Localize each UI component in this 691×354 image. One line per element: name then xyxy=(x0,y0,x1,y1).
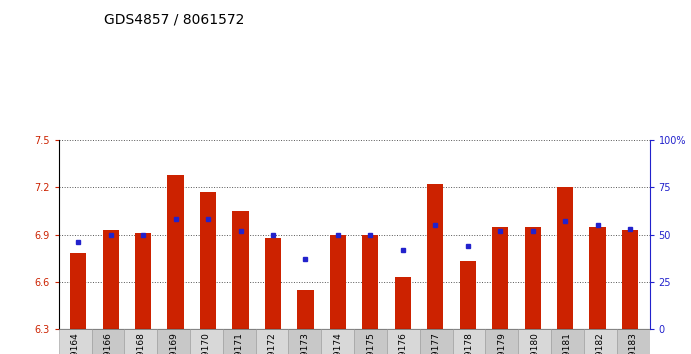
Text: GSM949173: GSM949173 xyxy=(301,332,310,354)
Bar xyxy=(70,253,86,329)
Bar xyxy=(419,329,453,354)
Bar xyxy=(289,329,321,354)
Bar xyxy=(232,211,249,329)
Bar xyxy=(589,227,606,329)
Bar xyxy=(485,329,518,354)
Bar xyxy=(453,329,485,354)
Bar xyxy=(190,329,223,354)
Bar xyxy=(135,233,151,329)
Bar xyxy=(321,329,354,354)
Text: GSM949164: GSM949164 xyxy=(70,332,79,354)
Bar xyxy=(584,329,616,354)
Bar xyxy=(297,290,314,329)
Bar xyxy=(59,329,91,354)
Bar xyxy=(102,230,119,329)
Bar xyxy=(256,329,289,354)
Text: GSM949180: GSM949180 xyxy=(530,332,539,354)
Bar xyxy=(200,192,216,329)
Text: GSM949176: GSM949176 xyxy=(399,332,408,354)
Text: GSM949178: GSM949178 xyxy=(464,332,473,354)
Bar xyxy=(395,277,411,329)
Text: GSM949168: GSM949168 xyxy=(136,332,145,354)
Bar xyxy=(223,329,256,354)
Text: GSM949169: GSM949169 xyxy=(169,332,178,354)
Text: GSM949175: GSM949175 xyxy=(366,332,375,354)
Bar xyxy=(492,227,509,329)
Bar xyxy=(387,329,419,354)
Bar xyxy=(330,234,346,329)
Text: GSM949170: GSM949170 xyxy=(202,332,211,354)
Bar xyxy=(265,238,281,329)
Bar xyxy=(158,329,190,354)
Text: GSM949183: GSM949183 xyxy=(629,332,638,354)
Bar xyxy=(91,329,124,354)
Bar xyxy=(524,227,541,329)
Text: GDS4857 / 8061572: GDS4857 / 8061572 xyxy=(104,12,244,27)
Text: GSM949177: GSM949177 xyxy=(432,332,441,354)
Text: GSM949166: GSM949166 xyxy=(104,332,113,354)
Bar xyxy=(362,234,379,329)
Bar xyxy=(557,187,574,329)
Bar xyxy=(616,329,650,354)
Text: GSM949171: GSM949171 xyxy=(235,332,244,354)
Text: GSM949182: GSM949182 xyxy=(596,332,605,354)
Text: GSM949174: GSM949174 xyxy=(333,332,342,354)
Text: GSM949181: GSM949181 xyxy=(563,332,572,354)
Text: GSM949172: GSM949172 xyxy=(267,332,276,354)
Bar xyxy=(124,329,157,354)
Bar xyxy=(460,261,476,329)
Bar xyxy=(518,329,551,354)
Bar xyxy=(622,230,638,329)
Bar xyxy=(167,175,184,329)
Bar xyxy=(354,329,387,354)
Bar xyxy=(427,184,444,329)
Text: GSM949179: GSM949179 xyxy=(498,332,507,354)
Bar xyxy=(551,329,584,354)
